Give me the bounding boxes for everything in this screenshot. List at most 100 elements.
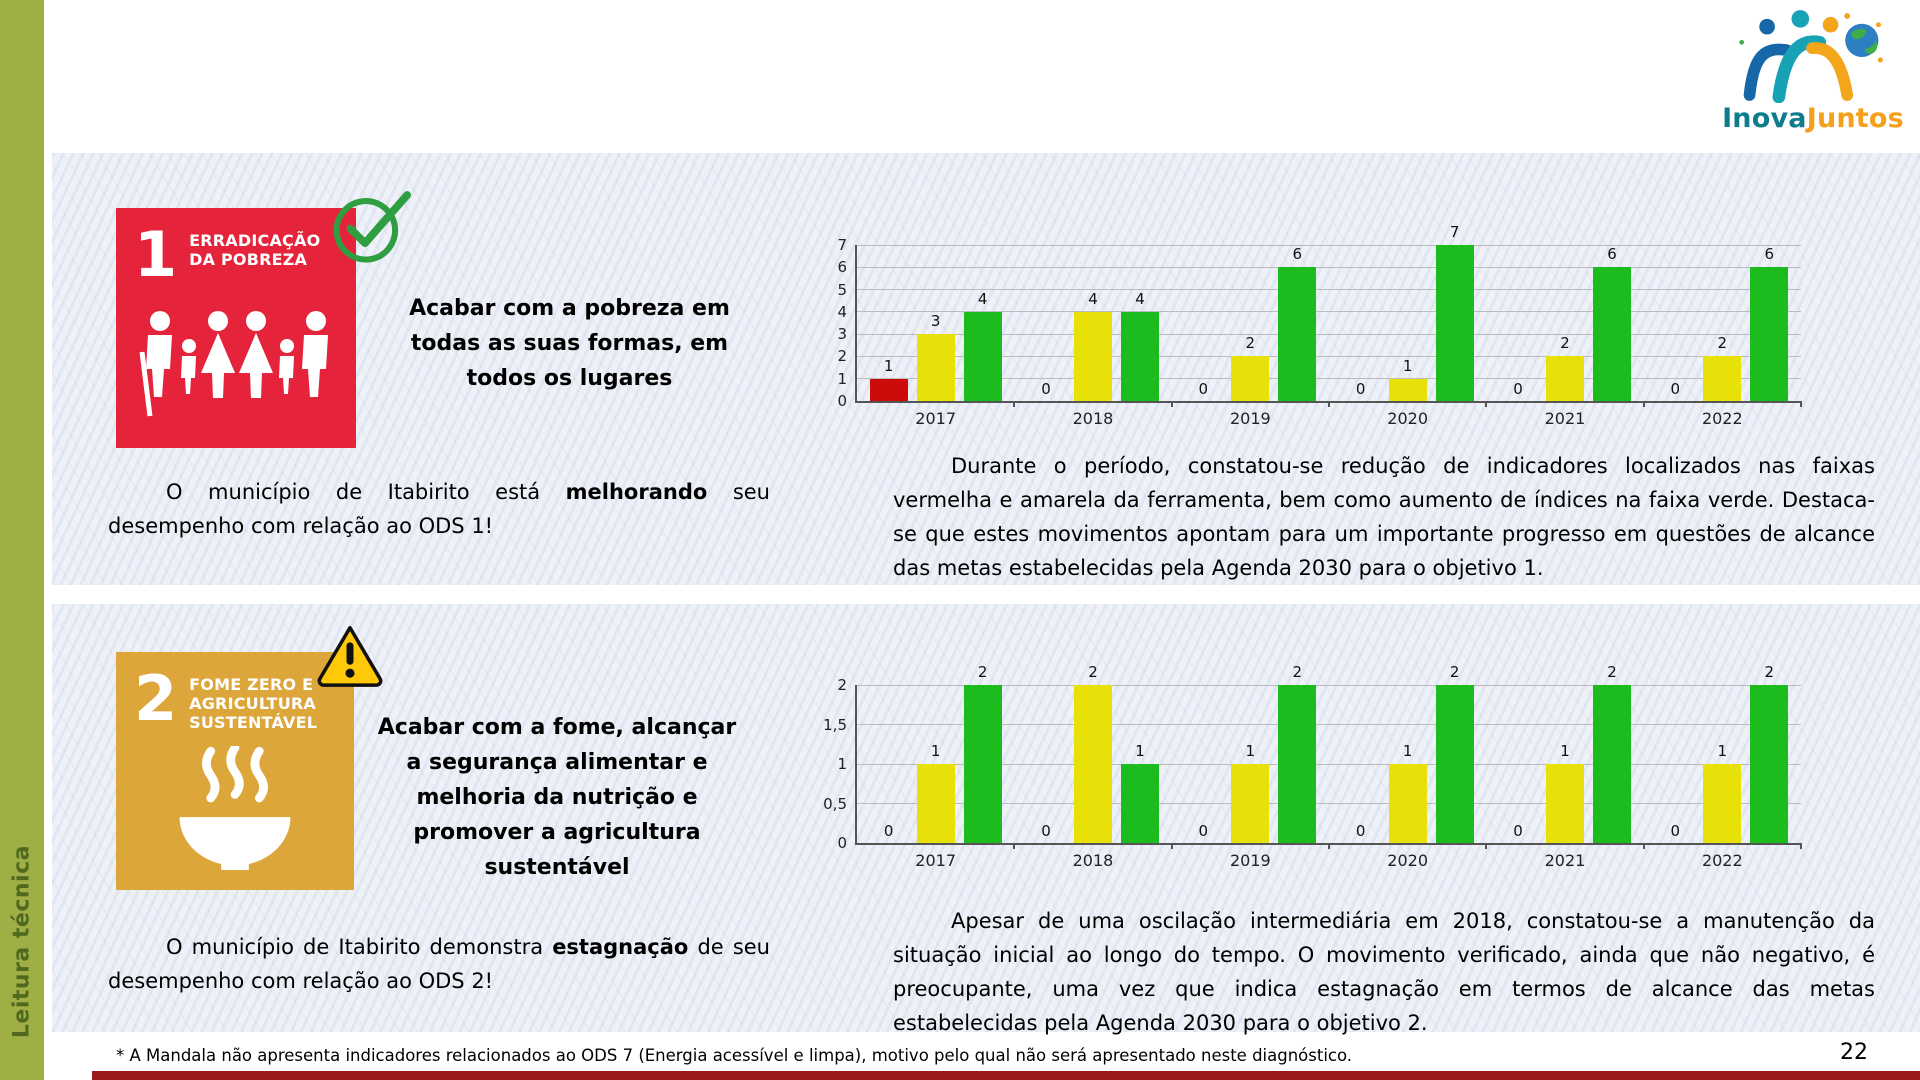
- ods-2-assessment: O município de Itabirito demonstra estag…: [108, 935, 770, 993]
- x-axis-tick: [1642, 843, 1645, 849]
- x-axis-tick: [1642, 401, 1645, 407]
- chart-plot-area: 0 1 2 3 4 5 6 7 1 3 4 2017 0 4 4 2018 0 2 6 2019 0 1 7 2020 0 2 6 2…: [837, 223, 1802, 428]
- bar-value-label: 7: [1449, 223, 1460, 241]
- section-ods-2: 2 FOME ZERO E AGRICULTURA SUSTENTÁVEL Ac…: [52, 604, 1920, 1035]
- ods-1-goal-text: Acabar com a pobreza em todas as suas fo…: [409, 296, 730, 391]
- x-axis-year-label: 2018: [1072, 851, 1114, 870]
- section-ods-1: 1 ERRADICAÇÃO DA POBREZA Acabar com a po…: [52, 153, 1920, 585]
- bar-slot-vermelho-2021: 0: [1499, 685, 1537, 843]
- bar-slot-amarelo-2021: 2: [1545, 245, 1584, 401]
- inovajuntos-logo: InovaJuntos: [1718, 8, 1908, 134]
- x-axis-year-label: 2019: [1229, 409, 1271, 428]
- bar-verde-2021: [1592, 267, 1631, 401]
- bar-slot-verde-2018: 1: [1120, 685, 1159, 843]
- bar-value-label: 0: [1513, 380, 1523, 398]
- bar-value-label: 6: [1764, 245, 1775, 264]
- bar-value-label: 1: [883, 356, 894, 375]
- ods-1-number: 1: [134, 218, 178, 291]
- x-axis-tick: [1485, 401, 1488, 407]
- gridline: [857, 266, 1801, 268]
- bar-value-label: 2: [1449, 663, 1460, 681]
- chart-plot-area: 0 0,5 1 1,5 2 0 1 2 2017 0 2 1 2018 0 1 2 2019 0 1 2 2020 0 1 2…: [823, 663, 1802, 870]
- bar-value-label: 2: [1717, 334, 1728, 353]
- y-axis-tick-label: 5: [837, 280, 847, 299]
- y-axis-tick-label: 1,5: [823, 715, 847, 734]
- bar-slot-vermelho-2019: 0: [1184, 245, 1222, 401]
- gridline: [857, 311, 1801, 313]
- bar-value-label: 1: [930, 742, 941, 760]
- ods-2-badge: 2 FOME ZERO E AGRICULTURA SUSTENTÁVEL: [116, 652, 354, 890]
- ods-1-badge: 1 ERRADICAÇÃO DA POBREZA: [116, 208, 356, 448]
- bar-amarelo-2022: [1703, 356, 1742, 401]
- sidebar-section-label: Leitura técnica: [9, 844, 35, 1038]
- x-axis-year-label: 2020: [1387, 851, 1428, 870]
- bar-slot-vermelho-2021: 0: [1499, 245, 1537, 401]
- bar-slot-vermelho-2022: 0: [1656, 685, 1694, 843]
- bar-verde-2022: [1750, 267, 1789, 401]
- bar-verde-2020: [1435, 685, 1474, 843]
- bar-value-label: 1: [1402, 742, 1413, 760]
- bar-verde-2018: [1120, 311, 1159, 401]
- bar-value-label: 1: [1245, 742, 1256, 760]
- logo-inova-text: Inova: [1722, 103, 1807, 134]
- x-axis-tick: [1328, 843, 1330, 849]
- bar-slot-vermelho-2018: 0: [1027, 245, 1065, 401]
- bar-slot-amarelo-2018: 4: [1073, 245, 1112, 401]
- gridline: [857, 333, 1801, 335]
- bar-amarelo-2018: [1073, 311, 1112, 401]
- x-axis-tick: [1800, 843, 1802, 849]
- x-axis-year-label: 2021: [1544, 851, 1586, 870]
- bar-verde-2017: [963, 685, 1002, 843]
- bar-value-label: 0: [1355, 380, 1366, 398]
- bar-value-label: 1: [1402, 356, 1413, 375]
- inovajuntos-logo-icon: [1739, 10, 1883, 104]
- ods-2-badge-header: 2 FOME ZERO E AGRICULTURA SUSTENTÁVEL: [116, 652, 354, 733]
- gridline: [857, 803, 1801, 804]
- warning-triangle-icon: [315, 622, 385, 692]
- bar-slot-verde-2021: 6: [1592, 245, 1631, 401]
- bar-amarelo-2020: [1388, 378, 1427, 401]
- year-group-2021: 0 2 6 2021: [1486, 245, 1643, 428]
- bar-verde-2022: [1750, 685, 1789, 843]
- gridline: [857, 289, 1801, 291]
- bar-value-label: 1: [1135, 742, 1145, 760]
- bar-slot-amarelo-2018: 2: [1073, 663, 1112, 843]
- bar-verde-2017: [963, 311, 1002, 401]
- logo-juntos-text: Juntos: [1806, 103, 1904, 134]
- bar-value-label: 0: [1670, 380, 1681, 398]
- left-green-sidebar: Leitura técnica: [0, 0, 44, 1080]
- x-axis-tick: [1328, 401, 1330, 407]
- bar-vermelho-2017: [869, 378, 908, 401]
- year-group-2017: 1 3 4 2017: [857, 245, 1014, 428]
- y-axis-tick-label: 7: [837, 236, 847, 254]
- ods-2-chart: 0 0,5 1 1,5 2 0 1 2 2017 0 2 1 2018 0 1 2 2019 0 1 2 2020 0 1 2…: [805, 655, 1815, 870]
- bar-slot-verde-2022: 6: [1750, 245, 1789, 401]
- x-axis-year-label: 2022: [1701, 409, 1743, 428]
- inovajuntos-wordmark: InovaJuntos: [1718, 103, 1908, 134]
- bar-value-label: 0: [1041, 380, 1051, 398]
- ods-1-title: ERRADICAÇÃO DA POBREZA: [189, 231, 321, 269]
- bar-slot-vermelho-2019: 0: [1184, 685, 1222, 843]
- bar-slot-vermelho-2020: 0: [1342, 685, 1380, 843]
- bar-value-label: 0: [1355, 822, 1366, 840]
- steaming-bowl-icon: [116, 733, 354, 890]
- bar-value-label: 0: [1041, 822, 1051, 840]
- bar-slot-verde-2022: 2: [1750, 663, 1789, 843]
- ods-2-title: FOME ZERO E AGRICULTURA SUSTENTÁVEL: [189, 675, 318, 732]
- bar-slot-amarelo-2021: 1: [1545, 685, 1584, 843]
- ods-2-goal-text: Acabar com a fome, alcançar a segurança …: [377, 715, 737, 880]
- y-axis-tick-label: 1: [837, 369, 847, 388]
- bar-slot-verde-2020: 2: [1435, 663, 1474, 843]
- bar-value-label: 4: [1088, 289, 1098, 308]
- x-axis-year-label: 2017: [915, 851, 957, 870]
- y-axis-tick-label: 6: [837, 258, 847, 277]
- gridline: [857, 355, 1801, 357]
- bar-amarelo-2018: [1073, 685, 1112, 843]
- bar-value-label: 2: [1245, 334, 1256, 353]
- x-axis-year-label: 2022: [1701, 851, 1743, 870]
- assessment-keyword: estagnação: [552, 935, 689, 959]
- bar-value-label: 3: [930, 312, 941, 331]
- gridline: [857, 244, 1801, 246]
- bar-value-label: 6: [1607, 245, 1617, 264]
- bar-value-label: 6: [1292, 245, 1303, 264]
